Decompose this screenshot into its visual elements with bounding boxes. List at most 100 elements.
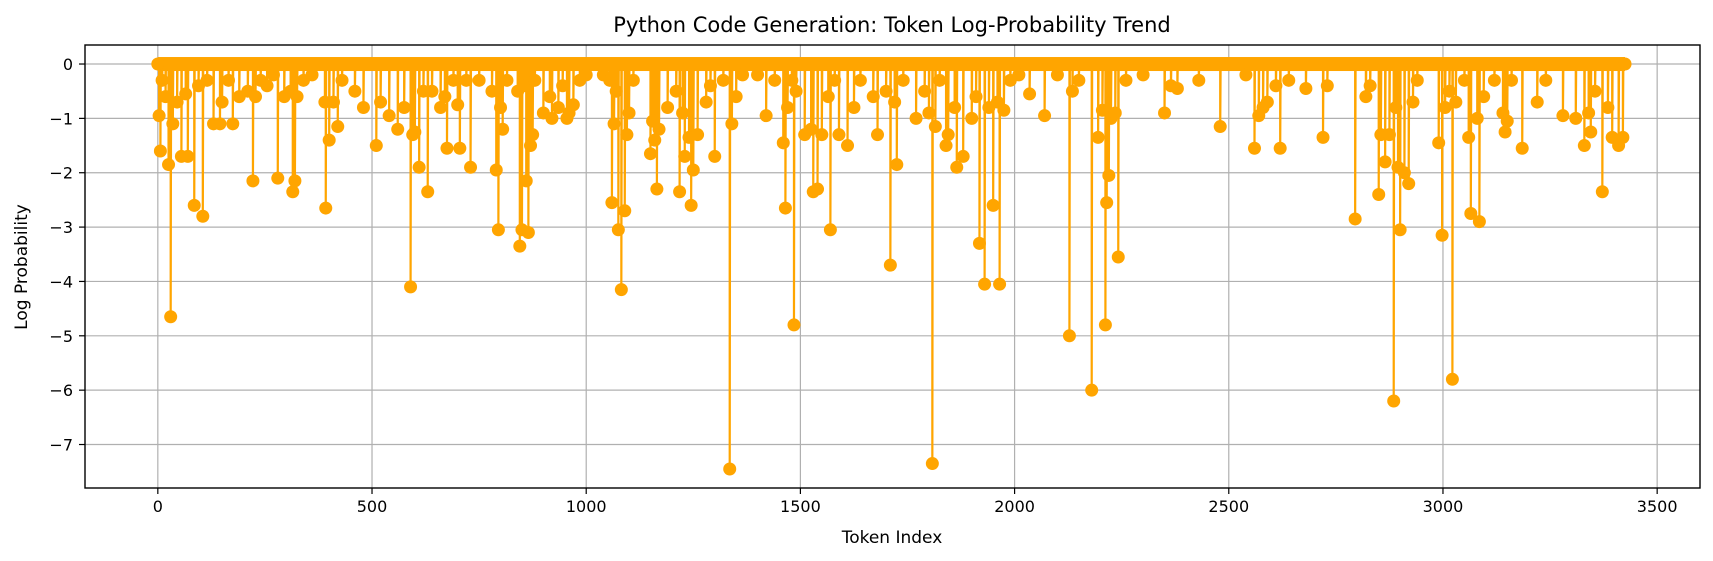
data-point xyxy=(556,79,570,93)
data-point xyxy=(918,84,932,98)
data-point xyxy=(661,101,675,115)
data-point xyxy=(841,139,855,153)
data-point xyxy=(1273,141,1287,155)
data-point xyxy=(776,136,790,150)
data-point xyxy=(725,117,739,131)
data-point xyxy=(789,84,803,98)
x-tick-label: 500 xyxy=(357,497,388,516)
data-point xyxy=(1050,68,1064,82)
data-point xyxy=(1530,95,1544,109)
data-point xyxy=(155,73,169,87)
data-point xyxy=(513,239,527,253)
data-point xyxy=(965,111,979,125)
data-point xyxy=(1378,155,1392,169)
data-point xyxy=(1601,101,1615,115)
data-point xyxy=(1393,223,1407,237)
data-point xyxy=(494,101,508,115)
x-tick-label: 0 xyxy=(153,497,163,516)
data-point xyxy=(472,73,486,87)
data-point xyxy=(620,128,634,142)
x-tick-label: 1000 xyxy=(566,497,607,516)
data-point xyxy=(496,122,510,136)
data-point xyxy=(1397,166,1411,180)
data-point xyxy=(500,73,514,87)
data-point xyxy=(614,283,628,297)
data-point xyxy=(804,122,818,136)
data-point xyxy=(1348,212,1362,226)
data-point xyxy=(1062,329,1076,343)
data-point xyxy=(425,84,439,98)
data-point xyxy=(1247,141,1261,155)
data-point xyxy=(1445,372,1459,386)
data-point xyxy=(1464,207,1478,221)
data-point xyxy=(1449,95,1463,109)
data-point xyxy=(1023,87,1037,101)
data-point xyxy=(1100,196,1114,210)
data-point xyxy=(335,73,349,87)
plot-area-frame xyxy=(84,44,1701,489)
data-point xyxy=(489,163,503,177)
data-point xyxy=(566,98,580,112)
data-point xyxy=(1282,73,1296,87)
data-point xyxy=(526,128,540,142)
data-point xyxy=(1299,81,1313,95)
data-point xyxy=(1269,79,1283,93)
data-point xyxy=(440,141,454,155)
baseline-marker-band xyxy=(157,57,1626,72)
data-point xyxy=(196,209,210,223)
data-point xyxy=(1136,68,1150,82)
data-point xyxy=(605,196,619,210)
data-point xyxy=(708,149,722,163)
data-point xyxy=(1382,128,1396,142)
series-log-probability xyxy=(151,57,1632,476)
data-point xyxy=(603,73,617,87)
data-point xyxy=(673,185,687,199)
data-point xyxy=(823,223,837,237)
data-point xyxy=(322,133,336,147)
data-point xyxy=(222,73,236,87)
x-tick-label: 2500 xyxy=(1208,497,1249,516)
y-tick-label: 0 xyxy=(63,55,73,74)
data-point xyxy=(1498,125,1512,139)
data-point xyxy=(1406,95,1420,109)
y-axis-ticks: 0 −1 −2 −3 −4 −5 −6 −7 xyxy=(49,55,85,455)
data-point xyxy=(1372,187,1386,201)
data-point xyxy=(1072,73,1086,87)
y-tick-label: −3 xyxy=(49,218,73,237)
data-point xyxy=(260,79,274,93)
x-axis-ticks: 0 500 1000 1500 2000 2500 3000 3500 xyxy=(153,488,1678,516)
data-point xyxy=(1584,125,1598,139)
data-point xyxy=(933,73,947,87)
data-point xyxy=(736,68,750,82)
data-point xyxy=(909,111,923,125)
data-point xyxy=(684,198,698,212)
data-point xyxy=(607,117,621,131)
data-point xyxy=(545,111,559,125)
data-point xyxy=(543,90,557,104)
data-point xyxy=(729,90,743,104)
data-point xyxy=(691,128,705,142)
data-point xyxy=(1389,101,1403,115)
data-point xyxy=(896,73,910,87)
data-point xyxy=(166,117,180,131)
data-point xyxy=(950,160,964,174)
data-point xyxy=(925,457,939,471)
data-point xyxy=(956,149,970,163)
data-point xyxy=(348,84,362,98)
data-point xyxy=(643,147,657,161)
data-point xyxy=(997,103,1011,117)
data-point xyxy=(519,174,533,188)
data-point xyxy=(993,277,1007,291)
data-point xyxy=(1505,73,1519,87)
data-point xyxy=(759,109,773,123)
data-point xyxy=(179,87,193,101)
data-point xyxy=(1065,84,1079,98)
data-point xyxy=(1359,90,1373,104)
data-point xyxy=(579,68,593,82)
data-point xyxy=(609,84,623,98)
data-point xyxy=(1472,215,1486,229)
data-point xyxy=(1102,168,1116,182)
data-point xyxy=(162,158,176,172)
data-point xyxy=(521,226,535,240)
